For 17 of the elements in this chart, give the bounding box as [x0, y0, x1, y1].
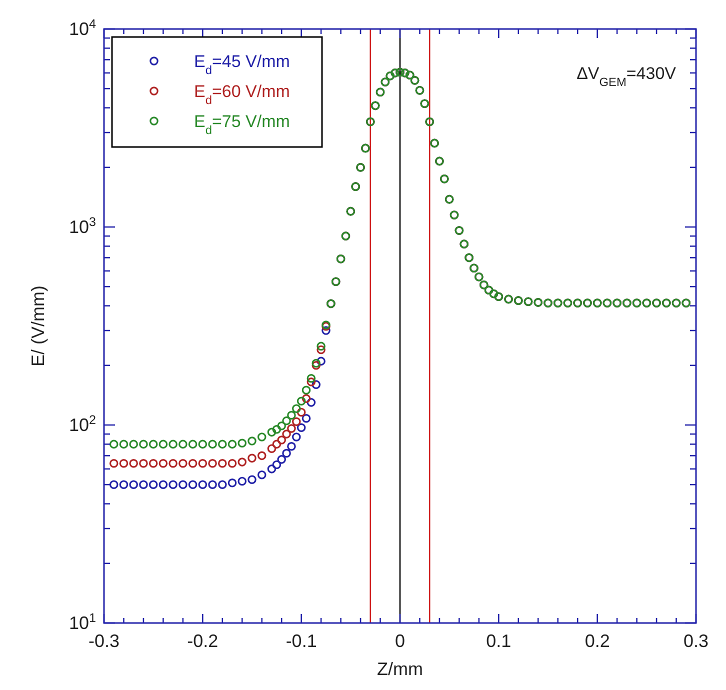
- y-tick-label: 10$^{2}$: [68, 413, 96, 435]
- annotation: ΔV$_{GEM}$=430V: [576, 64, 677, 89]
- x-tick-label: -0.2: [187, 631, 218, 651]
- legend-label: E$_{d}$=75 V/mm: [194, 112, 290, 137]
- x-tick-label: 0.2: [584, 631, 610, 651]
- y-tick-label: 10$^{1}$: [68, 611, 96, 633]
- legend-label: E$_{d}$=45 V/mm: [194, 52, 290, 77]
- x-tick-label: 0: [394, 631, 406, 651]
- x-tick-label: 0.1: [486, 631, 512, 651]
- y-axis-title: E/ (V/mm): [28, 286, 48, 366]
- x-tick-label: -0.3: [88, 631, 120, 651]
- x-tick-label: -0.1: [286, 631, 317, 651]
- legend-label: E$_{d}$=60 V/mm: [194, 82, 290, 107]
- y-tick-label: 10$^{4}$: [68, 17, 96, 39]
- y-tick-label: 10$^{3}$: [68, 215, 96, 237]
- x-axis-title: Z/mm: [377, 659, 423, 679]
- x-tick-label: 0.3: [683, 631, 709, 651]
